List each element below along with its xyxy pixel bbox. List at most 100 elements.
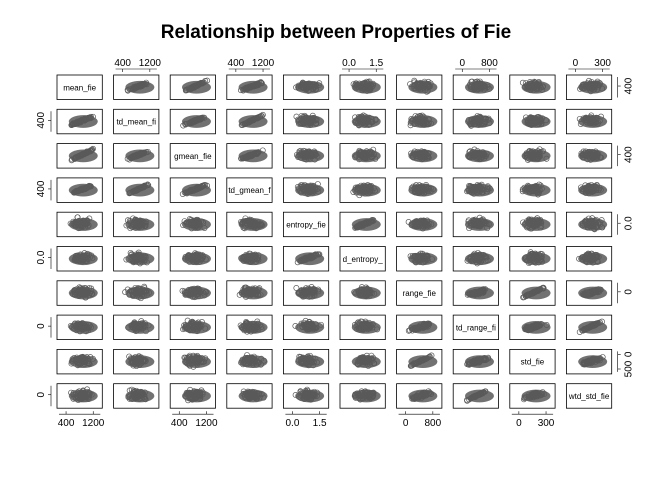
panel-r7-c5	[340, 315, 385, 340]
panel-r4-c1	[114, 212, 159, 237]
point-cluster	[295, 252, 324, 265]
panel-r6-c3	[227, 281, 272, 306]
point-cluster	[182, 218, 211, 231]
point-cluster	[465, 184, 494, 197]
point-cluster	[352, 218, 381, 231]
variable-label: td_gmean_f	[228, 186, 271, 195]
panel-r3-c3: td_gmean_f	[227, 178, 272, 203]
point-cluster	[465, 81, 494, 94]
panel-r7-c3	[227, 315, 272, 340]
panel-r3-c1	[114, 178, 159, 203]
point-cluster	[352, 287, 381, 300]
point-cluster	[125, 321, 154, 334]
panel-r6-c4	[283, 281, 328, 306]
panel-r1-c4	[283, 109, 328, 134]
panel-r0-c1	[114, 75, 159, 100]
panel-r6-c5	[340, 281, 385, 306]
panel-r0-c0: mean_fie	[57, 75, 102, 100]
point-cluster	[522, 115, 551, 128]
point-cluster	[295, 184, 324, 197]
panel-r3-c2	[170, 178, 215, 203]
point-cluster	[125, 149, 154, 162]
point-cluster	[408, 149, 437, 162]
point-cluster	[69, 184, 98, 197]
point-cluster	[295, 287, 324, 300]
point-cluster	[352, 184, 381, 197]
panel-r6-c7	[453, 281, 498, 306]
variable-label: mean_fie	[63, 83, 96, 92]
point-cluster	[182, 115, 211, 128]
panel-r5-c1	[114, 247, 159, 272]
panel-r1-c9	[566, 109, 611, 134]
point-cluster	[522, 149, 551, 162]
point-cluster	[578, 252, 607, 265]
panel-r2-c6	[397, 144, 442, 169]
panel-r1-c1: td_mean_fi	[114, 109, 159, 134]
panel-r7-c2	[170, 315, 215, 340]
variable-label: entropy_fie	[286, 220, 326, 229]
variable-label: range_fie	[403, 289, 437, 298]
panel-r5-c2	[170, 247, 215, 272]
point-cluster	[69, 252, 98, 265]
point-cluster	[295, 321, 324, 334]
panel-r5-c8	[510, 247, 555, 272]
panel-r3-c7	[453, 178, 498, 203]
point-cluster	[239, 81, 268, 94]
point-cluster	[295, 81, 324, 94]
point-cluster	[125, 287, 154, 300]
point-cluster	[352, 81, 381, 94]
panel-r6-c2	[170, 281, 215, 306]
panel-r0-c4	[283, 75, 328, 100]
panel-r2-c5	[340, 144, 385, 169]
point-cluster	[522, 184, 551, 197]
panel-r2-c3	[227, 144, 272, 169]
panel-r0-c2	[170, 75, 215, 100]
panel-r5-c6	[397, 247, 442, 272]
point-cluster	[239, 287, 268, 300]
variable-label: gmean_fie	[174, 152, 212, 161]
point-cluster	[69, 149, 98, 162]
point-cluster	[578, 115, 607, 128]
point-cluster	[69, 115, 98, 128]
panel-r6-c1	[114, 281, 159, 306]
panel-r5-c4	[283, 247, 328, 272]
point-cluster	[239, 218, 268, 231]
point-cluster	[182, 287, 211, 300]
panel-r0-c7	[453, 75, 498, 100]
point-cluster	[465, 218, 494, 231]
panel-r7-c0	[57, 315, 102, 340]
panel-r0-c8	[510, 75, 555, 100]
panel-grid: mean_fie td_mean_fi gmean_fie td_gmean_fent…	[57, 75, 612, 408]
panel-r5-c3	[227, 247, 272, 272]
point-cluster	[352, 149, 381, 162]
point-cluster	[522, 287, 551, 300]
panel-r1-c0	[57, 109, 102, 134]
point-cluster	[408, 115, 437, 128]
panel-r2-c1	[114, 144, 159, 169]
panel-r3-c0	[57, 178, 102, 203]
panel-r3-c8	[510, 178, 555, 203]
point-cluster	[125, 184, 154, 197]
point-cluster	[408, 184, 437, 197]
panel-r6-c9	[566, 281, 611, 306]
panel-r2-c7	[453, 144, 498, 169]
panel-r0-c9	[566, 75, 611, 100]
point-cluster	[578, 218, 607, 231]
point-cluster	[578, 149, 607, 162]
point-cluster	[578, 184, 607, 197]
panel-r2-c9	[566, 144, 611, 169]
point-cluster	[239, 149, 268, 162]
panel-r1-c5	[340, 109, 385, 134]
panel-r3-c6	[397, 178, 442, 203]
panel-r6-c6: range_fie	[397, 281, 442, 306]
panel-r0-c5	[340, 75, 385, 100]
variable-label: d_entropy_	[343, 255, 384, 264]
point-cluster	[408, 81, 437, 94]
panel-r1-c2	[170, 109, 215, 134]
point-cluster	[69, 218, 98, 231]
panel-r3-c4	[283, 178, 328, 203]
point-cluster	[239, 252, 268, 265]
panel-r4-c0	[57, 212, 102, 237]
panel-r1-c7	[453, 109, 498, 134]
point-cluster	[239, 115, 268, 128]
